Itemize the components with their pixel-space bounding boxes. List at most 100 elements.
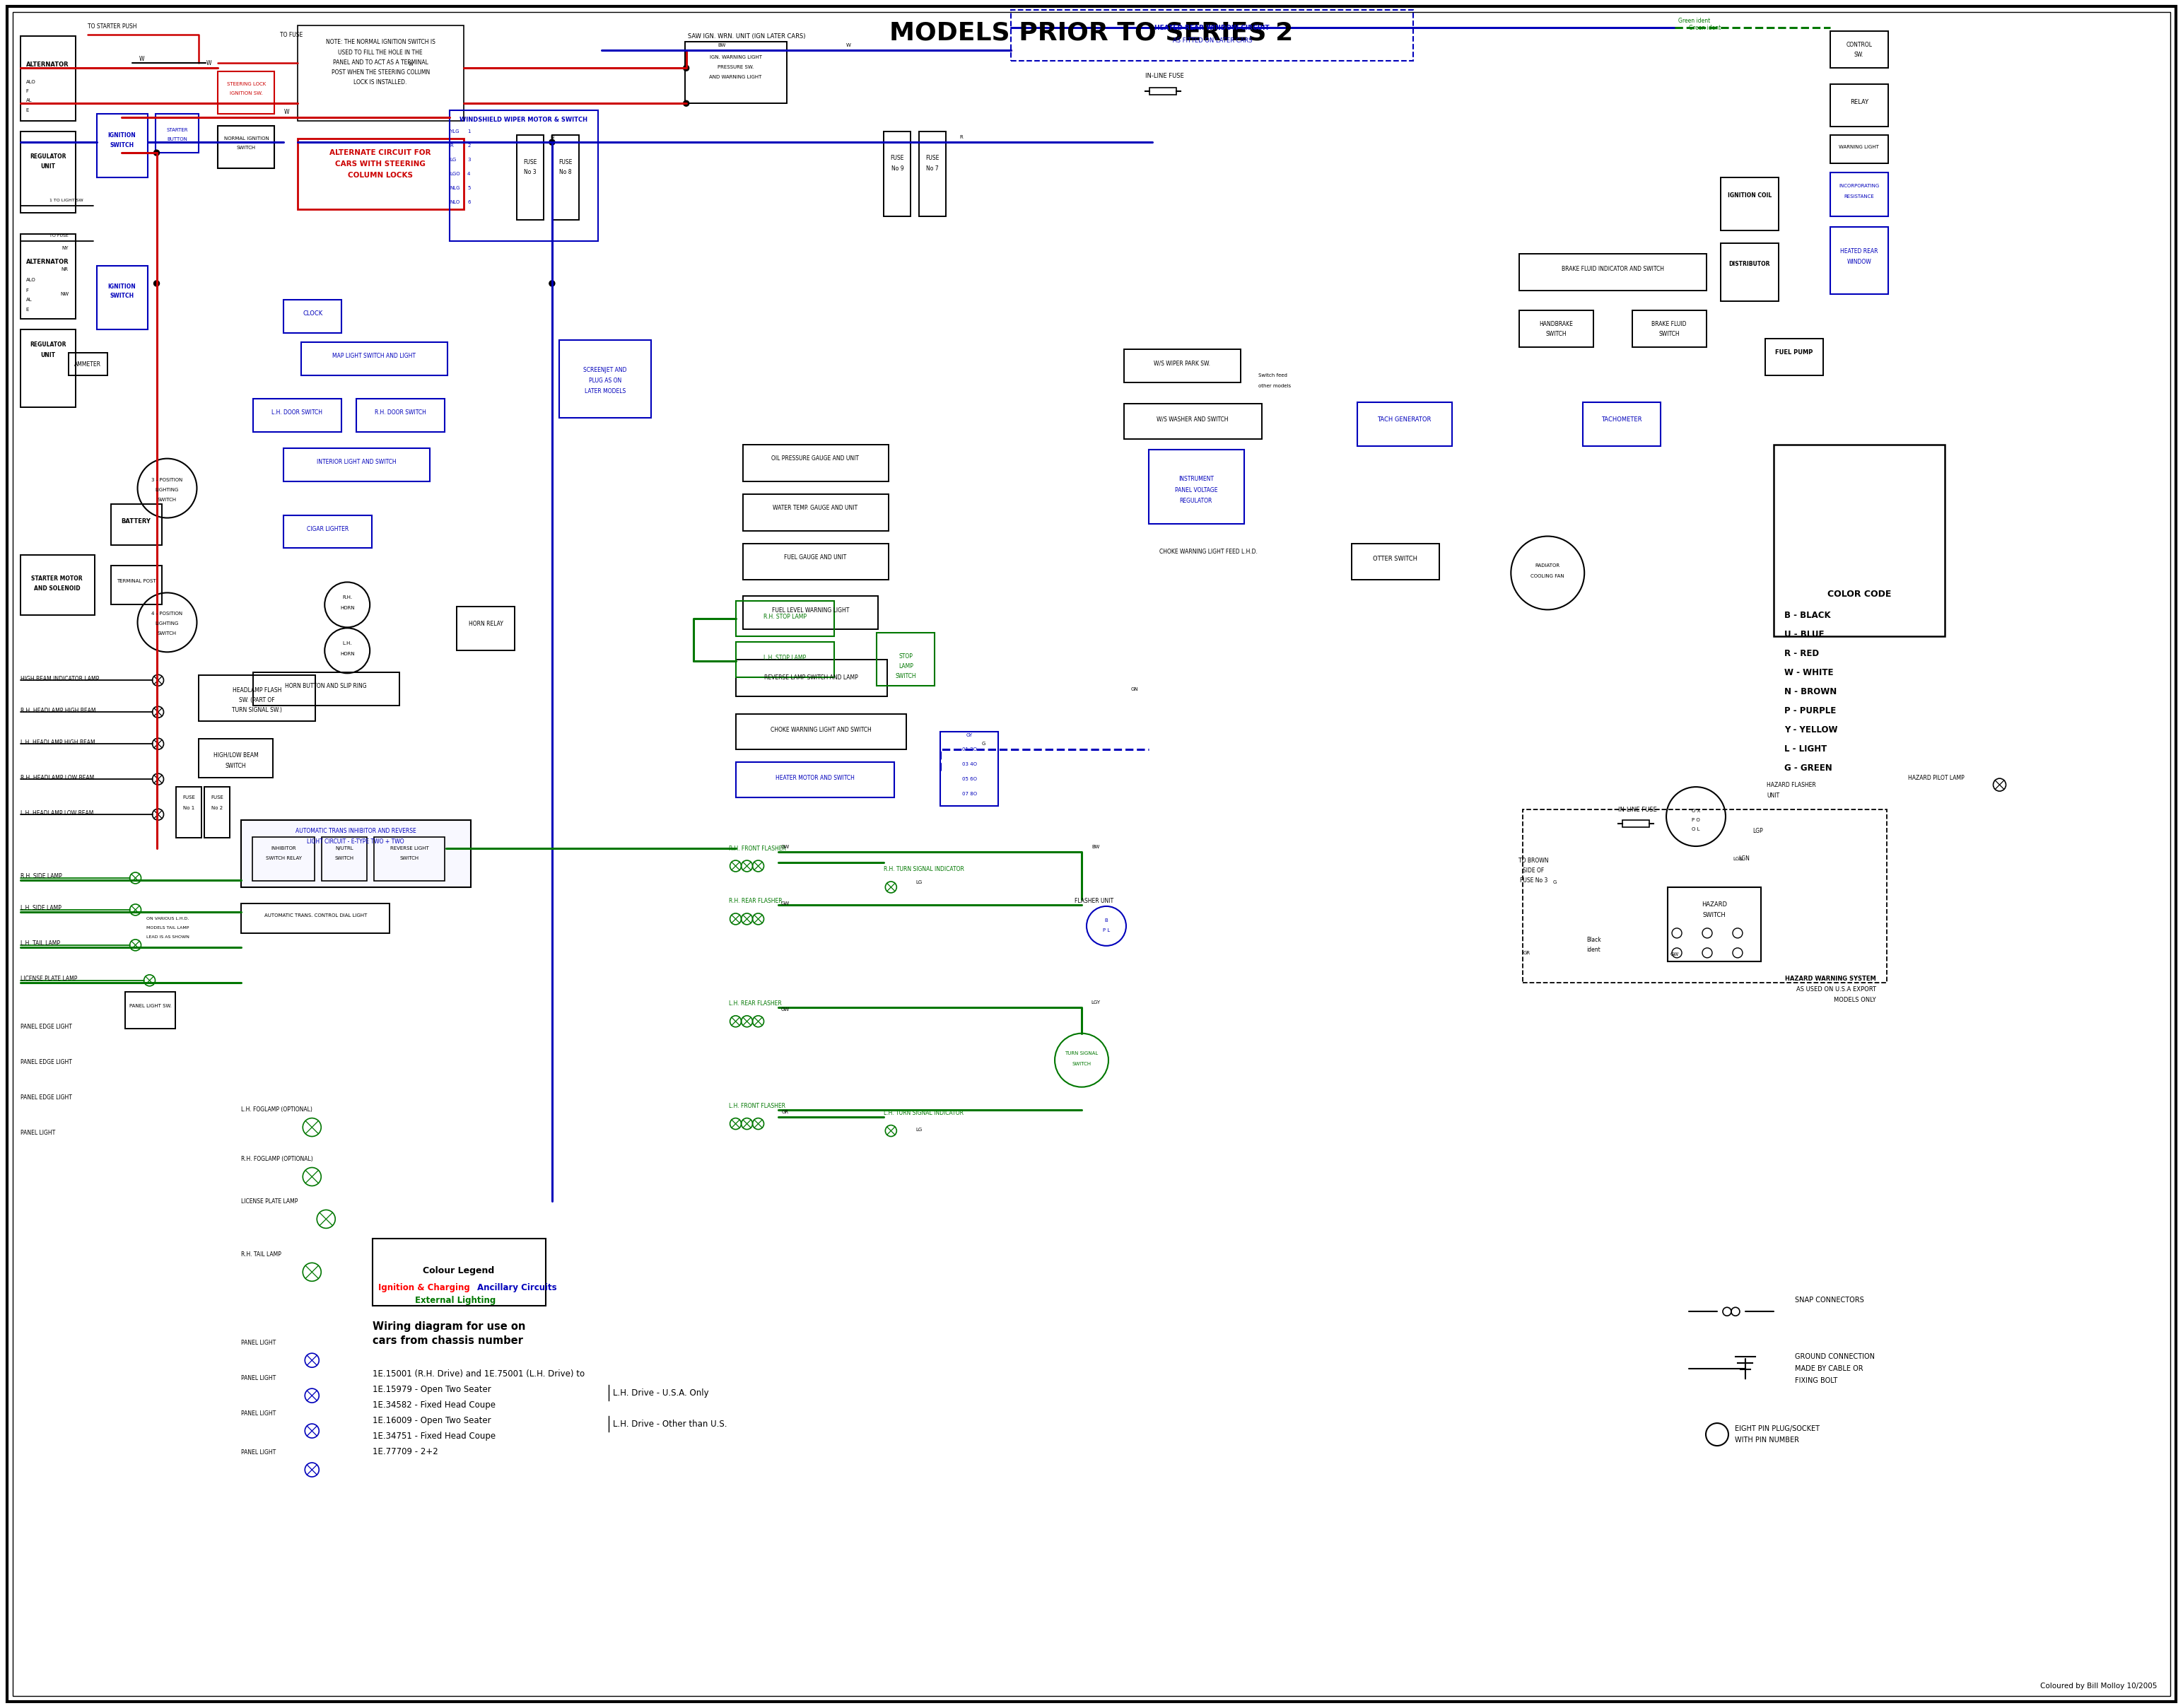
Text: NR: NR — [61, 266, 68, 272]
Text: P L: P L — [1102, 927, 1109, 933]
Text: 1E.15979 - Open Two Seater: 1E.15979 - Open Two Seater — [373, 1385, 491, 1394]
Text: R.H. TURN SIGNAL INDICATOR: R.H. TURN SIGNAL INDICATOR — [884, 866, 965, 873]
Text: G - GREEN: G - GREEN — [1784, 763, 1832, 772]
Text: OTTER SWITCH: OTTER SWITCH — [1373, 555, 1417, 562]
Text: SWITCH: SWITCH — [236, 145, 255, 150]
Text: EIGHT PIN PLUG/SOCKET: EIGHT PIN PLUG/SOCKET — [1735, 1424, 1821, 1433]
Text: PANEL LIGHT: PANEL LIGHT — [242, 1448, 277, 1455]
Bar — [456, 606, 515, 651]
Text: TO FUSE: TO FUSE — [50, 234, 68, 237]
Text: CIGAR LIGHTER: CIGAR LIGHTER — [306, 526, 349, 533]
Text: ALO: ALO — [26, 80, 35, 84]
Text: SNAP CONNECTORS: SNAP CONNECTORS — [1794, 1296, 1864, 1303]
Text: USED TO FILL THE HOLE IN THE: USED TO FILL THE HOLE IN THE — [338, 50, 424, 56]
Text: L.H. TURN SIGNAL INDICATOR: L.H. TURN SIGNAL INDICATOR — [884, 1110, 963, 1117]
Text: TO BROWN: TO BROWN — [1519, 857, 1548, 864]
Text: TURN SIGNAL: TURN SIGNAL — [1065, 1050, 1098, 1056]
Bar — [1622, 820, 1650, 827]
Text: GW: GW — [782, 902, 790, 905]
Bar — [1766, 338, 1823, 376]
Text: L.H. DOOR SWITCH: L.H. DOOR SWITCH — [271, 410, 323, 415]
Text: WARNING LIGHT: WARNING LIGHT — [1838, 145, 1880, 149]
Bar — [736, 642, 834, 678]
Bar — [1668, 886, 1762, 962]
Text: IGNITION COIL: IGNITION COIL — [1727, 191, 1773, 198]
Text: L.H. FRONT FLASHER: L.H. FRONT FLASHER — [729, 1103, 786, 1108]
Text: BATTERY: BATTERY — [122, 518, 151, 524]
Bar — [284, 516, 371, 548]
Text: PANEL LIGHT SW.: PANEL LIGHT SW. — [129, 1004, 172, 1008]
Text: HEATED REAR: HEATED REAR — [1840, 248, 1877, 254]
Bar — [742, 596, 878, 630]
Bar — [199, 740, 273, 777]
Text: SWITCH RELAY: SWITCH RELAY — [266, 856, 301, 861]
Text: L.H. Drive - U.S.A. Only: L.H. Drive - U.S.A. Only — [613, 1389, 709, 1397]
Bar — [1011, 10, 1412, 61]
Text: NW: NW — [61, 292, 70, 295]
Text: LIGHT CIRCUIT - E-TYPE TWO + TWO: LIGHT CIRCUIT - E-TYPE TWO + TWO — [308, 839, 404, 844]
Text: PANEL VOLTAGE: PANEL VOLTAGE — [1174, 487, 1218, 494]
Text: 07 8O: 07 8O — [963, 793, 976, 796]
Bar — [919, 132, 945, 217]
Text: PANEL EDGE LIGHT: PANEL EDGE LIGHT — [20, 1059, 72, 1066]
Text: LGO: LGO — [450, 173, 461, 176]
Text: Ignition & Charging: Ignition & Charging — [378, 1283, 469, 1293]
Text: W: W — [140, 56, 144, 61]
Text: RESISTANCE: RESISTANCE — [1845, 195, 1875, 198]
Text: REVERSE LAMP SWITCH AND LAMP: REVERSE LAMP SWITCH AND LAMP — [764, 675, 858, 681]
Bar — [1583, 401, 1661, 446]
Text: L.H. SIDE LAMP: L.H. SIDE LAMP — [20, 905, 61, 912]
Bar — [68, 352, 107, 376]
Text: B: B — [1105, 919, 1109, 922]
Text: 5: 5 — [467, 186, 469, 190]
Text: STOP: STOP — [899, 652, 912, 659]
Text: P - PURPLE: P - PURPLE — [1784, 705, 1836, 716]
Bar — [20, 330, 76, 407]
Text: F: F — [26, 89, 28, 94]
Text: PANEL EDGE LIGHT: PANEL EDGE LIGHT — [20, 1023, 72, 1030]
Text: Green ident: Green ident — [1679, 17, 1709, 24]
Bar — [1524, 810, 1886, 982]
Text: ALTERNATE CIRCUIT FOR: ALTERNATE CIRCUIT FOR — [330, 149, 432, 157]
Text: AND WARNING LIGHT: AND WARNING LIGHT — [709, 75, 762, 79]
Text: 4 - POSITION: 4 - POSITION — [151, 611, 183, 617]
Text: UNIT: UNIT — [41, 352, 55, 359]
Text: GW: GW — [782, 1008, 790, 1011]
Text: ALTERNATOR: ALTERNATOR — [26, 61, 70, 68]
Text: TACH GENERATOR: TACH GENERATOR — [1377, 417, 1432, 424]
Text: AS FITTED ON LATER CARS: AS FITTED ON LATER CARS — [1172, 38, 1253, 44]
Text: NLG: NLG — [450, 186, 461, 190]
Text: LGY: LGY — [1092, 1001, 1100, 1004]
Text: AL: AL — [26, 297, 33, 302]
Text: E: E — [26, 108, 28, 113]
Bar — [284, 447, 430, 482]
Text: G: G — [1552, 880, 1556, 885]
Bar — [1519, 254, 1707, 290]
Text: SWITCH: SWITCH — [157, 497, 177, 502]
Text: LOCK IS INSTALLED.: LOCK IS INSTALLED. — [354, 79, 406, 85]
Text: L.H. FOGLAMP (OPTIONAL): L.H. FOGLAMP (OPTIONAL) — [242, 1107, 312, 1114]
Text: SWITCH: SWITCH — [157, 632, 177, 635]
Text: W: W — [408, 63, 413, 67]
Bar — [736, 659, 888, 697]
Text: W: W — [847, 43, 851, 48]
Text: F: F — [26, 289, 28, 292]
Text: SWITCH: SWITCH — [109, 142, 133, 149]
Text: MAP LIGHT SWITCH AND LIGHT: MAP LIGHT SWITCH AND LIGHT — [332, 354, 415, 359]
Bar — [1829, 84, 1888, 126]
Text: 1E.15001 (R.H. Drive) and 1E.75001 (L.H. Drive) to: 1E.15001 (R.H. Drive) and 1E.75001 (L.H.… — [373, 1370, 585, 1378]
Text: IGN. WARNING LIGHT: IGN. WARNING LIGHT — [709, 55, 762, 60]
Bar — [1633, 311, 1707, 347]
Text: 05 6O: 05 6O — [963, 777, 976, 781]
Bar — [736, 762, 895, 798]
Text: IN-LINE FUSE: IN-LINE FUSE — [1146, 73, 1183, 79]
Text: LATER MODELS: LATER MODELS — [585, 388, 627, 395]
Circle shape — [153, 150, 159, 155]
Bar — [205, 787, 229, 837]
Text: U - BLUE: U - BLUE — [1784, 630, 1825, 639]
Text: LGN: LGN — [1738, 856, 1749, 863]
Text: CONTROL: CONTROL — [1847, 41, 1873, 48]
Text: AUTOMATIC TRANS INHIBITOR AND REVERSE: AUTOMATIC TRANS INHIBITOR AND REVERSE — [295, 827, 417, 834]
Text: COLUMN LOCKS: COLUMN LOCKS — [347, 173, 413, 179]
Text: ON VARIOUS L.H.D.: ON VARIOUS L.H.D. — [146, 917, 188, 921]
